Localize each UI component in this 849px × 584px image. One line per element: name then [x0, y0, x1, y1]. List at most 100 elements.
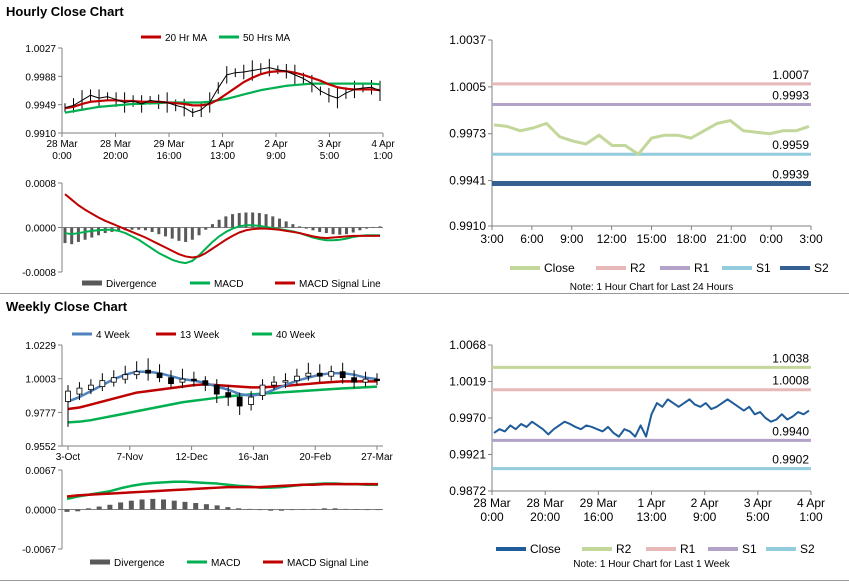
- hourly-24h-x-tick-label: 21:00: [716, 232, 746, 246]
- hourly-macd-divergence-bar: [358, 227, 362, 231]
- hourly-24h-x-tick-label: 6:00: [520, 232, 544, 246]
- hourly-24h-legend-close-swatch: [510, 266, 540, 270]
- weekly-macd-divergence-bar: [311, 508, 317, 510]
- weekly-1w-x-tick-date: 3 Apr: [744, 496, 772, 510]
- weekly-price-x-tick-label: 12-Dec: [175, 452, 207, 463]
- weekly-price-candle-body: [271, 381, 277, 386]
- hourly-section-title: Hourly Close Chart: [6, 4, 124, 19]
- weekly-price-candle-body: [316, 372, 323, 377]
- hourly-macd-divergence-bar: [251, 212, 255, 228]
- weekly-1w-s2-level-label: 0.9902: [772, 453, 809, 467]
- weekly-1w-y-tick-label: 1.0019: [449, 375, 486, 389]
- hourly-price-legend-ma20-swatch: [141, 35, 161, 39]
- weekly-1w-y-tick-label: 0.9970: [449, 411, 486, 425]
- hourly-macd-divergence-bar: [378, 226, 382, 228]
- hourly-macd-divergence-bar: [63, 227, 67, 244]
- hourly-24h-x-tick-label: 12:00: [597, 232, 627, 246]
- weekly-macd-chart: 0.0067 0.0000 -0.0067 Divergence MACD MACD Si…: [22, 466, 383, 569]
- weekly-1w-x-tick-date: 28 Mar: [526, 496, 563, 510]
- hourly-macd-divergence-bar: [365, 227, 369, 229]
- weekly-macd-y-tick-label: 0.0067: [25, 466, 56, 477]
- hourly-24h-y-tick-label: 1.0037: [449, 33, 486, 47]
- weekly-price-candle-body: [282, 380, 289, 383]
- weekly-macd-legend-divergence-swatch: [90, 559, 110, 565]
- weekly-macd-divergence-bar: [150, 498, 156, 510]
- hourly-24h-y-tick-label: 0.9910: [449, 219, 486, 233]
- weekly-1w-legend-s1-swatch: [708, 547, 738, 551]
- hourly-price-x-tick-time: 1:00: [373, 151, 393, 162]
- weekly-macd-divergence-bar: [203, 504, 209, 510]
- hourly-macd-divergence-bar: [351, 227, 355, 233]
- hourly-24h-s2-level-label: 0.9939: [772, 168, 809, 182]
- weekly-macd-divergence-bar: [128, 500, 134, 510]
- weekly-1w-s1-level-label: 0.9940: [772, 424, 809, 438]
- weekly-price-y-tick-label: 1.0003: [25, 375, 56, 386]
- hourly-macd-divergence-bar: [143, 227, 147, 231]
- weekly-price-x-tick-label: 16-Jan: [238, 452, 269, 463]
- hourly-24h-s1-level-label: 0.9959: [772, 138, 809, 152]
- weekly-macd-divergence-bar: [354, 509, 360, 510]
- weekly-macd-divergence-bar: [182, 501, 188, 510]
- hourly-macd-divergence-bar: [257, 213, 261, 228]
- weekly-1w-legend-s2-swatch: [766, 547, 796, 551]
- weekly-macd-divergence-bar: [364, 509, 370, 511]
- weekly-macd-divergence-bar: [96, 506, 102, 510]
- hourly-24h-x-tick-label: 18:00: [676, 232, 706, 246]
- weekly-price-y-tick-label: 0.9552: [25, 442, 56, 453]
- hourly-macd-divergence-bar: [271, 216, 275, 228]
- hourly-macd-divergence-bar: [204, 227, 208, 230]
- hourly-price-y-tick-label: 0.9988: [25, 72, 56, 83]
- hourly-macd-y-tick-label: 0.0000: [25, 224, 56, 235]
- hourly-price-x-tick-date: 28 Mar: [100, 139, 132, 150]
- weekly-macd-divergence-bar: [118, 502, 124, 510]
- hourly-24h-r2-level-label: 1.0007: [772, 68, 809, 82]
- weekly-macd-y-tick-label: -0.0067: [22, 545, 56, 556]
- hourly-macd-divergence-bar: [76, 227, 80, 242]
- hourly-macd-legend-macd-swatch: [190, 281, 210, 285]
- hourly-24h-x-tick-label: 3:00: [480, 232, 504, 246]
- hourly-macd-divergence-bar: [164, 227, 168, 237]
- weekly-1w-x-tick-time: 0:00: [480, 510, 504, 524]
- weekly-price-w4-line: [67, 370, 378, 403]
- weekly-price-candle-body: [362, 378, 369, 383]
- weekly-macd-divergence-bar: [246, 508, 252, 510]
- hourly-macd-divergence-bar: [90, 227, 94, 238]
- hourly-24h-x-tick-label: 3:00: [799, 232, 823, 246]
- weekly-macd-divergence-bar: [257, 509, 263, 511]
- weekly-1w-x-tick-date: 1 Apr: [637, 496, 665, 510]
- weekly-macd-signal-line: [66, 482, 378, 498]
- hourly-macd-macd-line: [64, 224, 380, 265]
- weekly-price-legend-w13-swatch: [156, 332, 176, 336]
- weekly-price-candle-body: [225, 392, 232, 398]
- hourly-price-y-tick-label: 0.9910: [25, 129, 56, 140]
- weekly-price-candle-body: [213, 384, 220, 395]
- weekly-macd-legend-macd-label: MACD: [211, 558, 240, 569]
- weekly-1w-legend-s1-label: S1: [742, 542, 757, 556]
- weekly-1w-legend-r1-swatch: [646, 547, 676, 551]
- hourly-price-x-tick-date: 1 Apr: [211, 139, 235, 150]
- weekly-price-y-tick-label: 0.9777: [25, 408, 56, 419]
- weekly-1w-note: Note: 1 Hour Chart for Last 1 Week: [573, 559, 731, 570]
- weekly-1w-x-tick-time: 9:00: [693, 510, 717, 524]
- weekly-1w-x-tick-time: 16:00: [583, 510, 613, 524]
- hourly-macd-divergence-bar: [70, 227, 74, 245]
- weekly-price-candle-body: [293, 375, 300, 382]
- hourly-price-close-line: [64, 67, 381, 114]
- hourly-price-x-tick-time: 20:00: [103, 151, 128, 162]
- weekly-1w-legend-r1-label: R1: [680, 542, 696, 556]
- hourly-price-x-tick-date: 2 Apr: [264, 139, 288, 150]
- hourly-macd-divergence-bar: [190, 227, 194, 240]
- hourly-price-x-tick-time: 0:00: [52, 151, 72, 162]
- hourly-macd-divergence-bar: [184, 227, 188, 242]
- hourly-24h-chart: 1.0037 1.0005 0.9973 0.9941 0.9910 1.0007 0.99…: [449, 33, 829, 293]
- hourly-macd-divergence-bar: [298, 226, 302, 228]
- hourly-price-x-tick-time: 13:00: [210, 151, 235, 162]
- hourly-24h-legend-s1-label: S1: [756, 261, 771, 275]
- hourly-24h-legend-r1-swatch: [660, 266, 690, 270]
- weekly-price-legend-w4-label: 4 Week: [96, 330, 131, 341]
- hourly-24h-legend-s2-swatch: [780, 266, 810, 270]
- hourly-macd-divergence-bar: [277, 218, 281, 228]
- weekly-1w-y-tick-label: 1.0068: [449, 338, 486, 352]
